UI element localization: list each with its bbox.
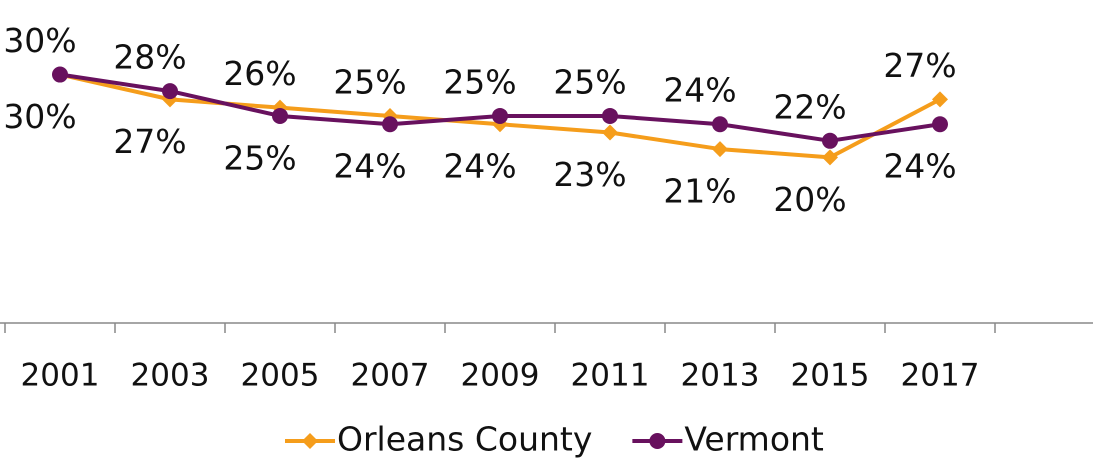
x-tick-label: 2013 — [681, 358, 760, 394]
x-tick-label: 2003 — [131, 358, 210, 394]
legend-label: Vermont — [684, 420, 824, 459]
marker — [822, 149, 838, 166]
data-label: 20% — [773, 180, 846, 219]
data-label: 25% — [333, 62, 406, 101]
data-label: 25% — [223, 138, 296, 177]
data-label: 22% — [773, 87, 846, 126]
data-label: 25% — [443, 62, 516, 101]
legend-marker — [302, 433, 318, 449]
data-label: 26% — [223, 54, 296, 93]
marker — [712, 116, 728, 133]
marker — [932, 116, 948, 133]
data-label: 24% — [443, 147, 516, 186]
marker — [52, 66, 68, 83]
x-tick-label: 2005 — [241, 358, 320, 394]
data-label: 21% — [663, 172, 736, 211]
data-label: 24% — [663, 71, 736, 110]
marker — [272, 107, 288, 124]
data-label: 28% — [113, 38, 186, 77]
data-label: 23% — [553, 155, 626, 194]
x-tick-label: 2007 — [351, 358, 430, 394]
data-label: 25% — [553, 62, 626, 101]
marker — [822, 132, 838, 149]
x-tick-label: 2017 — [901, 358, 980, 394]
marker — [492, 107, 508, 124]
x-tick-label: 2011 — [571, 358, 650, 394]
marker — [602, 107, 618, 124]
data-label: 27% — [883, 46, 956, 85]
data-label: 24% — [333, 147, 406, 186]
data-label: 27% — [113, 122, 186, 161]
data-label: 24% — [883, 147, 956, 186]
marker — [382, 116, 398, 133]
marker — [932, 91, 948, 108]
marker — [712, 141, 728, 158]
marker — [162, 83, 178, 100]
legend-marker — [649, 433, 666, 449]
data-label: 30% — [3, 21, 76, 60]
x-tick-label: 2015 — [791, 358, 870, 394]
x-tick-label: 2001 — [21, 358, 100, 394]
marker — [602, 124, 618, 141]
legend-label: Orleans County — [337, 420, 592, 459]
data-label: 30% — [3, 97, 76, 136]
x-tick-label: 2009 — [461, 358, 540, 394]
